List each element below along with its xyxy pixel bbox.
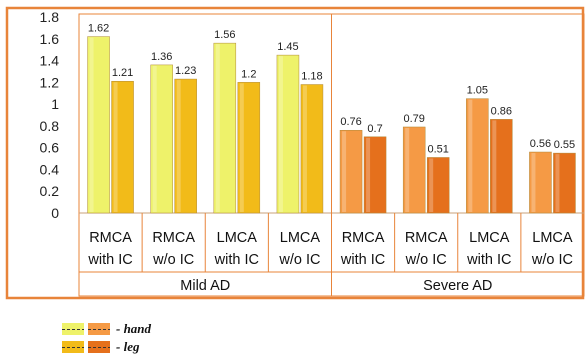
category-label-line1: RMCA <box>405 230 448 246</box>
category-label-line2: w/o IC <box>531 252 573 268</box>
group-label: Severe AD <box>423 278 492 294</box>
y-tick-label: 0.6 <box>40 140 60 156</box>
category-label-line1: LMCA <box>532 230 573 246</box>
legend-item-leg: - leg <box>62 339 140 354</box>
data-label-leg: 0.55 <box>554 139 575 151</box>
category-label-line1: LMCA <box>280 230 321 246</box>
category-label-line2: w/o IC <box>278 252 320 268</box>
category-label-line2: with IC <box>214 252 259 268</box>
bar-highlight <box>492 120 497 212</box>
bar-highlight <box>239 83 244 212</box>
data-label-leg: 0.86 <box>491 105 512 117</box>
bar-highlight <box>302 85 307 212</box>
category-label-line2: w/o IC <box>405 252 447 268</box>
legend-item-hand: - hand <box>62 321 152 336</box>
data-labels: 1.62 1.21 1.361.23 1.56 1.2 1.45 1.18 0.76 0.7 0.… <box>88 23 575 156</box>
category-label-line1: LMCA <box>469 230 510 246</box>
bar-leg <box>300 84 324 214</box>
bar-hand <box>213 42 237 214</box>
data-label-hand: 1.62 <box>88 23 109 35</box>
data-label-hand: 0.79 <box>403 113 424 125</box>
legend-swatch-severe-hand <box>88 323 110 335</box>
bar-highlight <box>405 127 410 212</box>
bar-highlight <box>152 65 157 213</box>
legend: - hand - leg <box>62 320 262 356</box>
bar-highlight <box>531 153 536 212</box>
bar-leg <box>426 157 450 214</box>
y-tick-label: 0.4 <box>40 161 60 177</box>
legend-swatch-mild-hand <box>62 323 84 335</box>
legend-swatch-mild-leg <box>62 341 84 353</box>
y-tick-label: 1.2 <box>40 74 60 90</box>
bar-leg <box>237 82 261 214</box>
y-tick-label: 1.8 <box>40 9 60 25</box>
data-label-leg: 1.18 <box>301 71 322 83</box>
bar-leg <box>553 152 576 214</box>
category-label-line2: with IC <box>340 252 385 268</box>
category-label-line2: with IC <box>87 252 132 268</box>
bar-leg <box>111 80 134 214</box>
data-label-leg: 1.2 <box>241 68 256 80</box>
category-label-line2: w/o IC <box>152 252 194 268</box>
bar-hand <box>87 36 110 214</box>
bar-leg <box>490 119 513 214</box>
group-label: Mild AD <box>180 278 230 294</box>
y-tick-label: 1.6 <box>40 31 60 47</box>
y-tick-label: 0 <box>51 205 59 221</box>
chart-frame <box>5 6 585 300</box>
data-label-hand: 1.05 <box>467 85 488 97</box>
y-tick-label: 1 <box>51 96 59 112</box>
bar-highlight <box>215 44 220 213</box>
category-label-line1: RMCA <box>89 230 132 246</box>
data-label-leg: 0.7 <box>367 123 382 135</box>
data-label-leg: 0.51 <box>427 143 448 155</box>
y-axis: 0 0.2 0.4 0.6 0.8 1 1.2 1.4 1.6 1.8 <box>40 9 60 221</box>
category-label-line1: LMCA <box>217 230 258 246</box>
bar-hand <box>529 151 552 214</box>
data-label-hand: 1.45 <box>277 41 298 53</box>
category-labels: RMCA with IC RMCA w/o IC LMCA with IC LMCA w/o … <box>87 230 573 294</box>
y-tick-label: 0.2 <box>40 183 60 199</box>
legend-label-leg: - leg <box>116 339 140 354</box>
bar-hand <box>276 54 300 214</box>
data-label-leg: 1.21 <box>112 67 133 79</box>
legend-label-hand: - hand <box>116 321 152 336</box>
data-label-leg: 1.23 <box>175 65 196 77</box>
data-label-hand: 1.36 <box>151 51 172 63</box>
legend-swatch-severe-leg <box>88 341 110 353</box>
bar-highlight <box>89 37 94 212</box>
bar-highlight <box>468 99 473 212</box>
bar-highlight <box>176 80 181 212</box>
data-label-hand: 0.56 <box>530 138 551 150</box>
bar-highlight <box>555 154 560 212</box>
category-label-line2: with IC <box>466 252 511 268</box>
category-label-line1: RMCA <box>152 230 195 246</box>
bar-hand <box>150 64 173 214</box>
y-tick-label: 1.4 <box>40 53 60 69</box>
bar-highlight <box>429 158 434 212</box>
y-tick-label: 0.8 <box>40 118 60 134</box>
bars <box>87 36 576 214</box>
outer-frame <box>5 6 585 300</box>
category-label-line1: RMCA <box>342 230 385 246</box>
bar-highlight <box>342 131 347 212</box>
bar-hand <box>339 129 363 214</box>
bar-leg <box>174 78 197 214</box>
data-label-hand: 1.56 <box>214 29 235 41</box>
bar-highlight <box>113 82 118 212</box>
data-label-hand: 0.76 <box>340 116 361 128</box>
bar-highlight <box>366 137 371 212</box>
bar-leg <box>363 136 387 214</box>
bar-hand <box>466 98 489 214</box>
bar-highlight <box>278 56 283 212</box>
bar-hand <box>402 126 426 214</box>
